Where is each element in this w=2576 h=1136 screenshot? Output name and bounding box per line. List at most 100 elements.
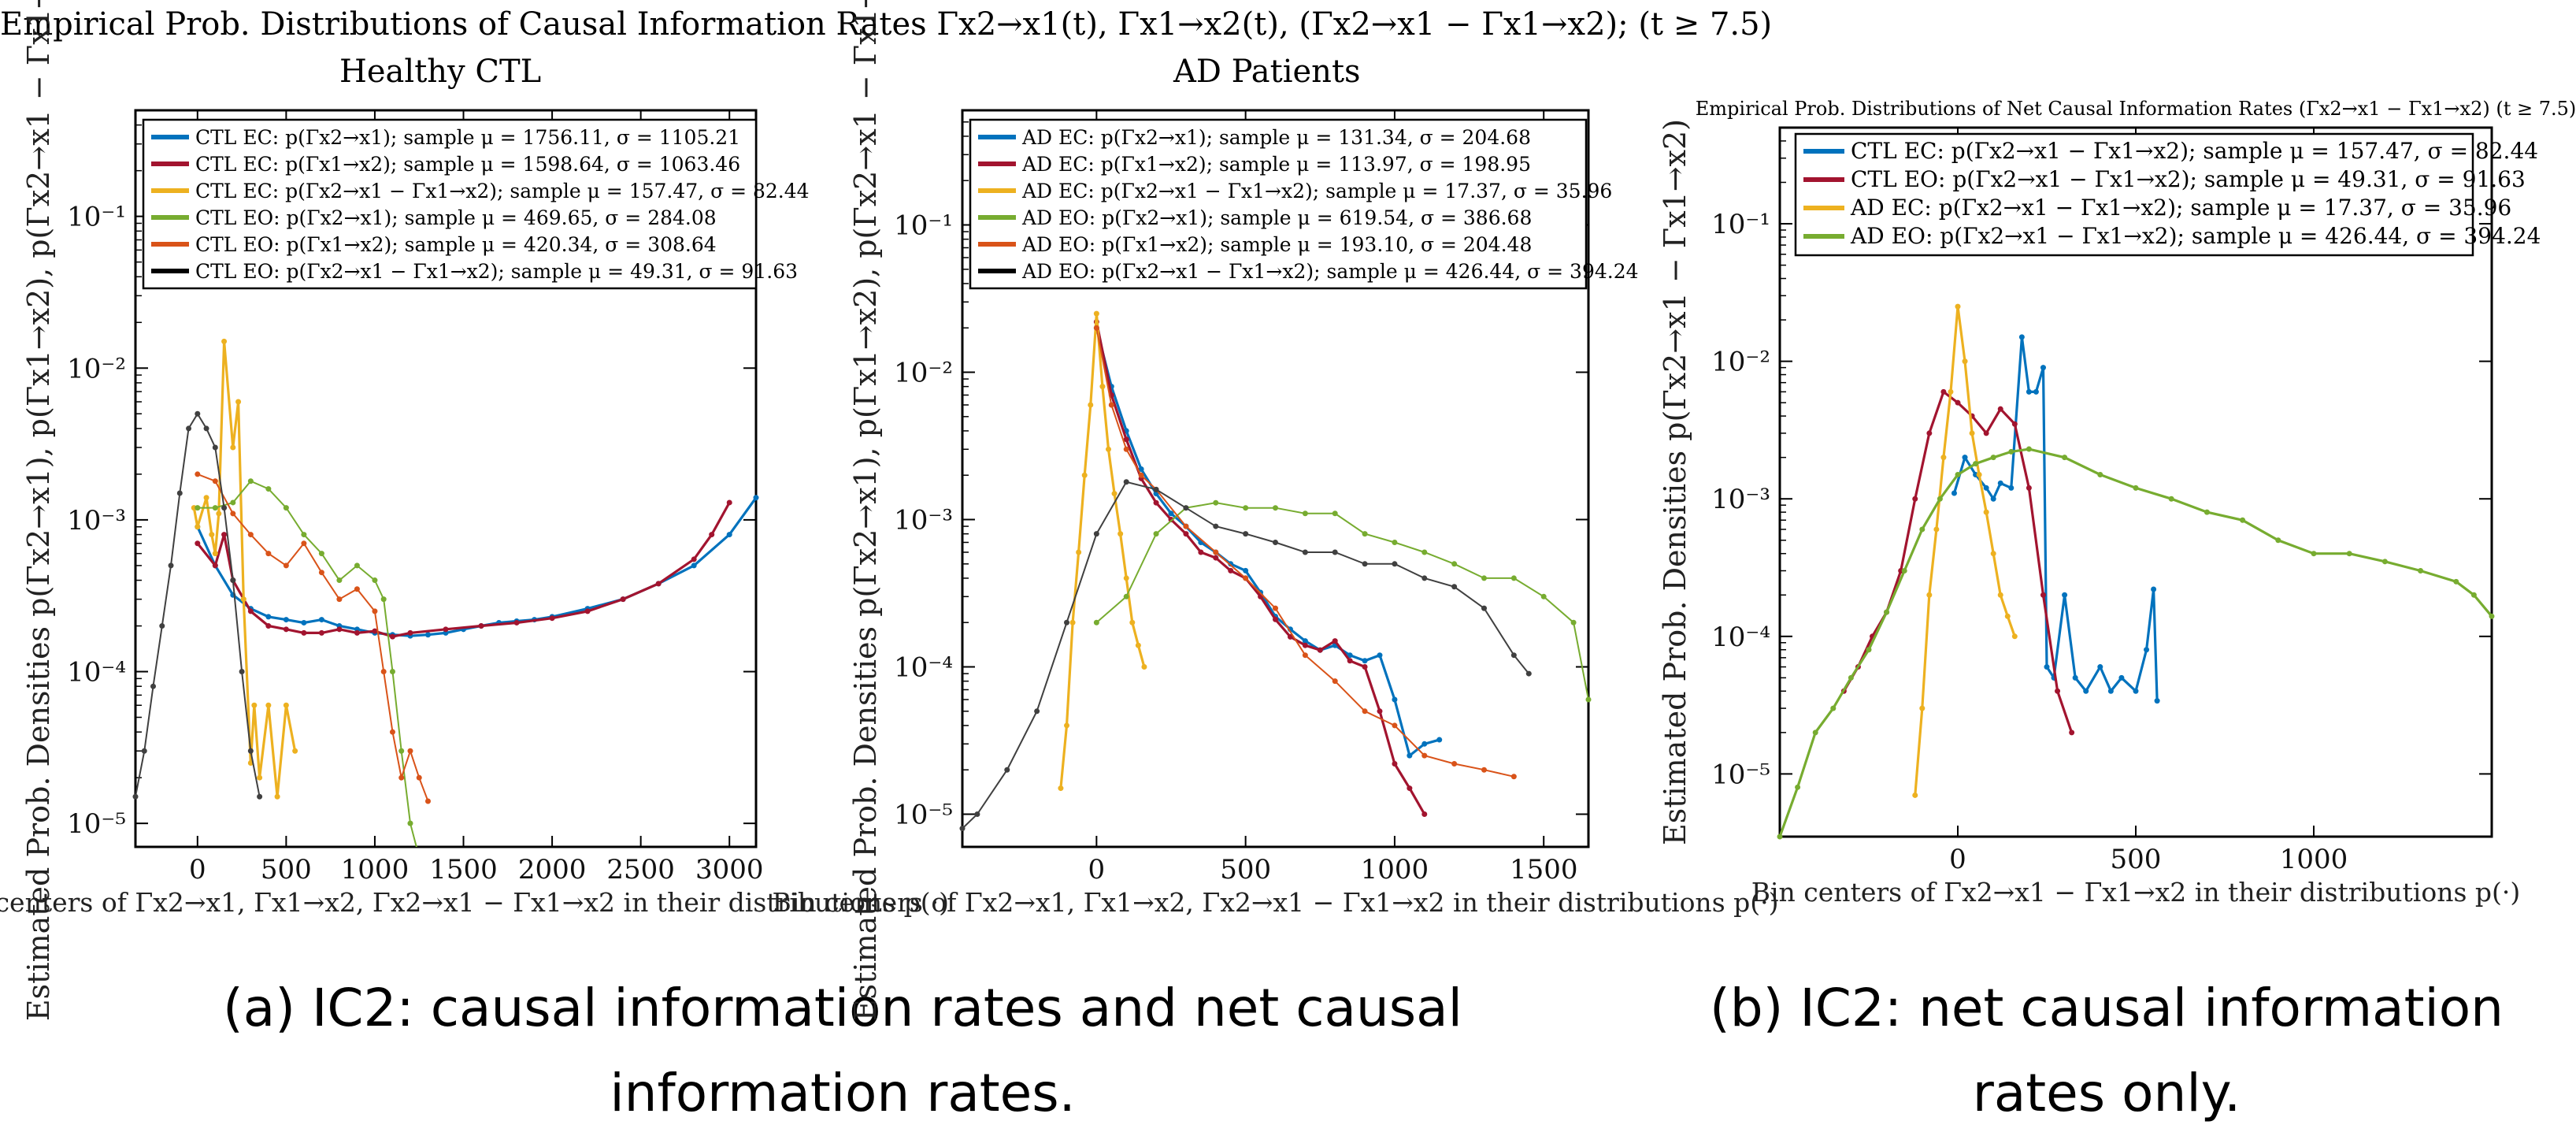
data-point	[212, 505, 218, 511]
data-point	[1919, 526, 1926, 533]
data-point	[354, 629, 360, 636]
data-point	[1421, 811, 1428, 818]
data-point	[2040, 592, 2046, 598]
data-point	[2097, 471, 2103, 477]
data-point	[620, 596, 626, 603]
x-tick-label: 0	[189, 854, 206, 885]
data-point	[230, 510, 236, 517]
data-point	[336, 596, 343, 603]
data-point	[212, 478, 218, 484]
data-point	[2097, 664, 2103, 670]
y-tick-label: 10⁻³	[1711, 484, 1770, 515]
legend-box	[142, 118, 758, 290]
data-point	[1347, 658, 1353, 664]
data-point	[240, 596, 246, 603]
data-point	[2489, 613, 2495, 619]
data-point	[1392, 696, 1398, 703]
data-point	[265, 551, 272, 557]
data-point	[1273, 616, 1278, 622]
data-point	[1064, 722, 1069, 729]
data-point	[1392, 539, 1398, 545]
data-point	[1884, 609, 1890, 615]
data-point	[1912, 496, 1918, 502]
legend-label: CTL EC: p(Γx2→x1 − Γx1→x2); sample μ = 1…	[195, 180, 810, 202]
series-line-1	[1952, 336, 2159, 701]
y-tick-label: 10⁻¹	[894, 210, 953, 242]
data-point	[1228, 567, 1234, 574]
data-point	[1990, 455, 1996, 461]
data-point	[389, 633, 395, 640]
data-point	[1933, 526, 1940, 533]
data-point	[1451, 561, 1458, 567]
legend-label: AD EC: p(Γx2→x1 − Γx1→x2); sample μ = 17…	[1021, 180, 1612, 202]
data-point	[274, 793, 280, 800]
data-point	[398, 748, 405, 754]
data-point	[1135, 642, 1141, 648]
data-point	[283, 617, 289, 623]
data-point	[1997, 406, 2003, 412]
data-point	[1955, 399, 1961, 406]
data-point	[1106, 446, 1111, 452]
data-point	[1273, 605, 1278, 611]
data-point	[2011, 633, 2018, 640]
data-point	[1983, 509, 1989, 515]
panel-title-ad: AD Patients	[1173, 54, 1361, 90]
data-point	[478, 623, 484, 629]
y-tick-label: 10⁻²	[894, 358, 953, 389]
legend-label: CTL EC: p(Γx2→x1); sample μ = 1756.11, σ…	[195, 126, 740, 149]
data-point	[247, 532, 254, 538]
series-line-2	[1843, 389, 2074, 733]
data-point	[1407, 752, 1413, 759]
data-point	[407, 748, 413, 754]
data-point	[443, 626, 449, 633]
data-point	[1940, 455, 1947, 461]
data-point	[416, 774, 422, 781]
data-point	[1302, 510, 1308, 517]
data-point	[1123, 575, 1129, 581]
y-axis-label: Estimated Prob. Densities p(Γx2→x1), p(Γ…	[21, 0, 56, 1021]
data-point	[1332, 549, 1338, 555]
data-point	[1153, 486, 1159, 492]
data-point	[257, 774, 263, 781]
data-point	[691, 556, 697, 562]
data-point	[2418, 568, 2424, 574]
data-point	[1377, 652, 1383, 659]
data-point	[1962, 358, 1968, 365]
data-point	[2040, 365, 2046, 371]
data-point	[318, 551, 324, 557]
data-point	[195, 471, 201, 477]
data-point	[1421, 549, 1428, 555]
data-point	[1362, 708, 1368, 715]
data-point	[1510, 774, 1517, 780]
data-point	[235, 399, 242, 405]
data-point	[1069, 619, 1076, 626]
data-point	[2151, 586, 2157, 592]
data-point	[1153, 499, 1159, 506]
data-point	[1997, 592, 2003, 598]
y-tick-label: 10⁻²	[67, 353, 126, 384]
x-tick-label: 1000	[1361, 854, 1429, 885]
data-point	[1866, 647, 1872, 653]
data-point	[1451, 584, 1458, 590]
data-point	[1183, 505, 1189, 511]
data-point	[1168, 517, 1174, 523]
x-tick-label: 0	[1949, 844, 1966, 875]
panel-title-net: Empirical Prob. Distributions of Net Cau…	[1696, 98, 2576, 120]
series-line-4	[197, 480, 417, 847]
data-point	[1926, 430, 1933, 436]
x-axis-label: Bin centers of Γx2→x1, Γx1→x2, Γx2→x1 − …	[773, 887, 1779, 918]
data-point	[1525, 670, 1532, 677]
data-point	[372, 577, 378, 584]
data-point	[1990, 496, 1996, 502]
data-point	[354, 586, 360, 592]
data-point	[407, 820, 413, 826]
legend-label: AD EO: p(Γx2→x1 − Γx1→x2); sample μ = 42…	[1850, 223, 2541, 249]
data-point	[265, 702, 272, 708]
data-point	[195, 524, 201, 530]
data-point	[1302, 638, 1308, 644]
legend-label: CTL EC: p(Γx1→x2); sample μ = 1598.64, σ…	[195, 153, 740, 176]
data-point	[1451, 760, 1458, 767]
data-point	[2144, 647, 2150, 653]
data-point	[726, 532, 732, 538]
data-point	[1153, 531, 1159, 537]
